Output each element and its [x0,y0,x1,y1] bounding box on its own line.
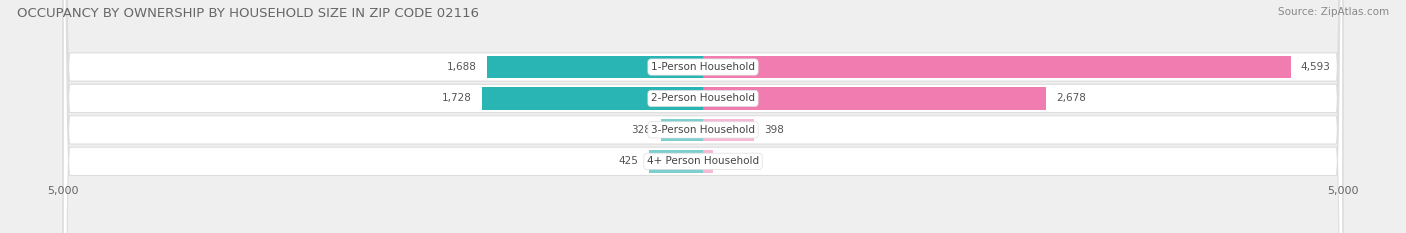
Text: 77: 77 [723,156,737,166]
Text: 2,678: 2,678 [1056,93,1085,103]
Text: 425: 425 [619,156,638,166]
Text: 1,688: 1,688 [447,62,477,72]
Bar [703,56,1291,78]
Bar [661,119,703,141]
Text: 3-Person Household: 3-Person Household [651,125,755,135]
FancyBboxPatch shape [63,0,1343,233]
Text: Source: ZipAtlas.com: Source: ZipAtlas.com [1278,7,1389,17]
Text: 4+ Person Household: 4+ Person Household [647,156,759,166]
Text: 328: 328 [631,125,651,135]
FancyBboxPatch shape [63,0,1343,233]
Text: 4,593: 4,593 [1301,62,1330,72]
Bar [703,150,713,173]
FancyBboxPatch shape [63,0,1343,233]
Bar [482,87,703,110]
Bar [703,119,754,141]
FancyBboxPatch shape [63,0,1343,233]
Text: OCCUPANCY BY OWNERSHIP BY HOUSEHOLD SIZE IN ZIP CODE 02116: OCCUPANCY BY OWNERSHIP BY HOUSEHOLD SIZE… [17,7,479,20]
Bar [703,87,1046,110]
Text: 2-Person Household: 2-Person Household [651,93,755,103]
Bar [648,150,703,173]
Bar [486,56,703,78]
Text: 1,728: 1,728 [441,93,471,103]
Text: 1-Person Household: 1-Person Household [651,62,755,72]
Text: 398: 398 [763,125,785,135]
